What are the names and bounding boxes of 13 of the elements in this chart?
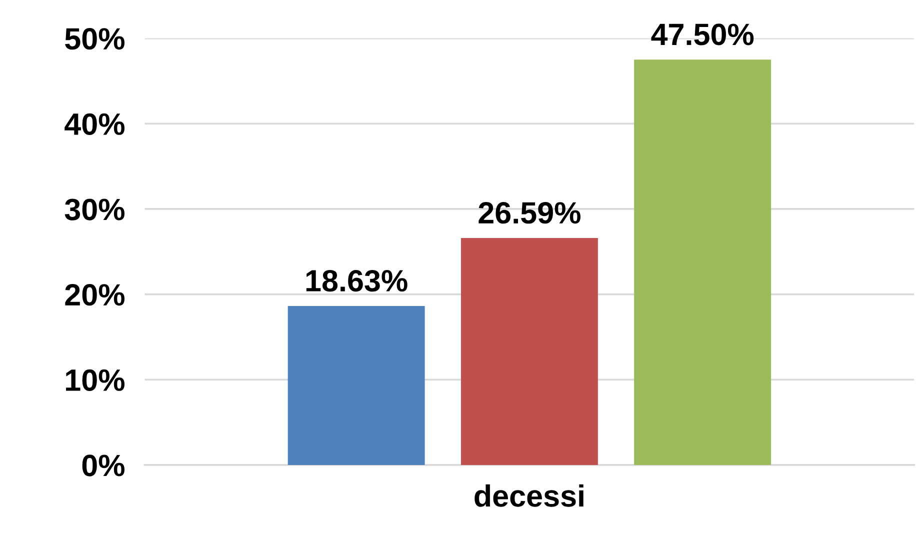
x-tick-label: decessi xyxy=(474,484,584,507)
bar xyxy=(460,238,598,465)
data-label: 18.63% xyxy=(306,270,408,292)
data-label: 26.59% xyxy=(478,202,580,224)
bar xyxy=(288,306,425,465)
y-tick-label: 10% xyxy=(66,369,124,391)
y-tick-label: 20% xyxy=(65,284,124,306)
bar xyxy=(634,60,772,465)
y-tick-label: 40% xyxy=(64,113,124,135)
y-tick-label: 50% xyxy=(65,28,124,50)
data-label: 47.50% xyxy=(651,24,754,46)
y-tick-label: 0% xyxy=(82,454,124,476)
y-tick-label: 30% xyxy=(64,198,124,220)
